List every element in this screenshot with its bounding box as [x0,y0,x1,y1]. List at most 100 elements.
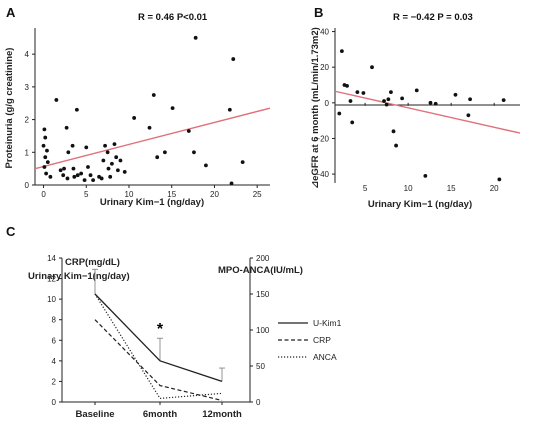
panel-b-points [337,49,506,182]
panel-a-point-26 [91,178,96,182]
panel-a-point-3 [45,148,49,153]
panel-a-point-23 [84,145,89,150]
panel-a-point-35 [112,142,117,147]
panel-c-ytick-right-label-3: 150 [256,290,270,299]
panel-a-xlabel: Urinary Kim−1 (ng/day) [100,197,204,208]
panel-a-ticks: 0 5 10 15 20 25 0 1 2 3 4 [25,50,263,199]
panel-c-ytick-left-label-6: 12 [47,275,56,284]
panel-b-point-17 [423,173,428,178]
panel-c-legend-label-0: U-Kim1 [313,318,342,328]
panel-a-point-31 [105,150,110,155]
panel-c-legend-label-1: CRP [313,335,331,345]
panel-a-point-53 [229,181,234,186]
panel-c-series [94,293,223,402]
panel-b-point-6 [361,91,366,95]
panel-b-point-12 [389,90,393,95]
panel-a-fit-line [34,107,271,170]
panel-c-ytick-left-label-3: 6 [52,336,57,345]
panel-a-point-49 [204,163,208,168]
panel-c-xtick-label-2: 12month [202,409,242,420]
panel-a-point-41 [147,125,152,130]
panel-c-ytick-left-label-4: 8 [52,316,57,325]
panel-a-point-8 [48,174,53,179]
panel-c-ytick-right-label-1: 50 [256,362,265,371]
panel-a-point-9 [54,98,59,102]
panel-b-point-3 [348,99,353,103]
panel-a-point-17 [71,166,76,171]
panel-a-point-43 [155,155,160,160]
panel-a-point-44 [162,150,167,155]
panel-b-ytick-label-2: 0 [325,99,330,108]
panel-a-point-30 [103,143,107,148]
panel-b-point-15 [400,96,405,101]
panel-b-fit-line [334,90,521,134]
panel-a-point-46 [186,129,191,133]
panel-b-point-20 [453,92,458,97]
panel-b-point-14 [394,143,398,148]
panel-a-point-15 [65,176,70,181]
panel-a-point-13 [66,150,71,155]
panel-a-point-33 [108,174,113,179]
panel-a-point-11 [62,166,66,171]
panel-b-stat: R = −0.42 P = 0.03 [393,12,473,23]
panel-a-point-48 [193,35,198,40]
panel-a-point-28 [99,176,104,181]
panel-a-point-0 [42,127,47,132]
panel-b-ytick-label-4: −40 [315,170,329,179]
panel-c-series-anca [94,293,223,400]
panel-a-point-10 [58,168,63,173]
panel-b-point-5 [355,90,360,95]
panel-a-label: A [6,5,16,20]
panel-a-xtick-label-5: 25 [253,190,262,199]
panel-a-point-45 [170,106,175,111]
panel-a-point-47 [192,150,196,155]
panel-a-xtick-label-1: 5 [84,190,89,199]
panel-a-point-39 [122,170,127,174]
panel-a-xtick-label-0: 0 [41,190,46,199]
panel-c-ytick-left-label-5: 10 [47,295,56,304]
panel-c-ylabel-left2: Urinary Kim−1(ng/day) [28,271,130,282]
panel-c-xtick-label-0: Baseline [75,409,114,420]
panel-a-xtick-label-3: 15 [167,190,176,199]
panel-a-ytick-label-1: 1 [25,148,30,157]
panel-b-point-23 [497,177,502,182]
panel-a-point-14 [61,173,66,178]
panel-c-label: C [6,224,16,239]
panel-a-xtick-label-4: 20 [210,190,219,199]
panel-a-point-16 [70,143,75,148]
panel-c-ylabel-left: CRP(mg/dL) [65,257,120,268]
panel-a-point-24 [86,165,90,169]
panel-c-error-bars [92,268,225,382]
panel-a-point-1 [43,135,48,140]
panel-b-point-24 [501,98,506,103]
panel-a-point-40 [132,116,137,120]
panel-c-ytick-left-label-0: 0 [52,398,57,407]
panel-c-series-crp [94,319,223,402]
panel-c-xtick-label-1: 6month [143,409,178,420]
panel-a-point-22 [82,178,87,182]
panel-a-point-20 [75,173,80,178]
panel-a-point-5 [45,160,50,165]
panel-a-point-38 [118,158,123,163]
panel-a-stat: R = 0.46 P<0.01 [138,12,208,23]
panel-c-ytick-right-label-2: 100 [256,326,270,335]
panel-b-xtick-label-2: 15 [447,184,456,193]
panel-b-point-21 [468,97,472,102]
panel-b-point-18 [428,100,433,105]
panel-b-ytick-label-1: 20 [320,63,329,72]
panel-b-xtick-label-1: 10 [404,184,413,193]
panel-a-point-29 [101,158,106,163]
panel-b-point-0 [339,49,344,54]
panel-a-point-19 [74,107,79,112]
panel-a-point-42 [151,93,156,97]
panel-b-point-11 [386,97,391,102]
panel-a-point-32 [106,166,111,171]
panel-a-point-25 [88,173,93,178]
panel-a-point-36 [114,155,119,160]
panel-a-point-6 [42,165,47,169]
panel-c-ytick-right-label-0: 0 [256,398,261,407]
panel-b-point-7 [337,111,342,116]
panel-b-point-10 [384,102,389,107]
panel-b-ytick-label-3: −20 [315,134,329,143]
